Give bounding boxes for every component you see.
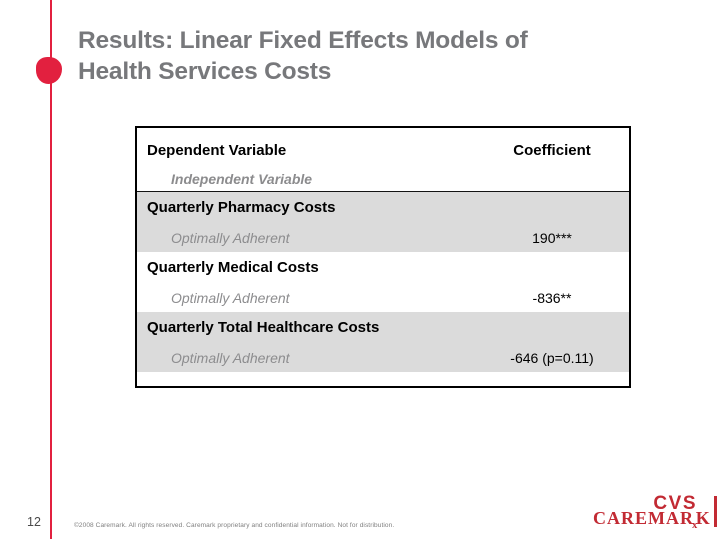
logo-cvs-text: CVS — [653, 493, 697, 514]
table-row-group-total-healthcare: Quarterly Total Healthcare Costs Optimal… — [137, 312, 629, 372]
header-coefficient: Coefficient — [513, 141, 591, 159]
logo-caremark-text: CAREMARxK — [593, 508, 711, 531]
independent-variable-label: Optimally Adherent — [171, 229, 290, 246]
table-header: Dependent Variable Coefficient Independe… — [137, 128, 629, 192]
table-subheader-row: Independent Variable — [137, 166, 629, 192]
independent-variable-label: Optimally Adherent — [171, 349, 290, 366]
coefficient-value: -836** — [532, 289, 572, 306]
header-independent-variable: Independent Variable — [171, 171, 313, 187]
logo-divider-bar — [714, 496, 717, 527]
dependent-variable-label: Quarterly Total Healthcare Costs — [147, 319, 380, 336]
independent-variable-label: Optimally Adherent — [171, 289, 290, 306]
independent-variable-row: Optimally Adherent -646 (p=0.11) — [137, 343, 629, 372]
results-table: Dependent Variable Coefficient Independe… — [135, 126, 631, 388]
footer-copyright-text: ©2008 Caremark. All rights reserved. Car… — [74, 522, 395, 529]
coefficient-value: -646 (p=0.11) — [510, 349, 594, 366]
table-row-group-medical: Quarterly Medical Costs Optimally Adhere… — [137, 252, 629, 312]
cvs-caremark-logo: CVS CAREMARxK — [590, 493, 718, 531]
dependent-variable-label: Quarterly Pharmacy Costs — [147, 199, 336, 216]
dependent-variable-row: Quarterly Pharmacy Costs — [137, 192, 629, 223]
dependent-variable-row: Quarterly Total Healthcare Costs — [137, 312, 629, 343]
coefficient-value: 190*** — [532, 229, 572, 246]
independent-variable-row: Optimally Adherent -836** — [137, 283, 629, 312]
logo-caremark-pre: CAREMAR — [593, 508, 694, 528]
accent-bullet-shape — [36, 57, 62, 84]
header-dependent-variable: Dependent Variable — [147, 141, 287, 159]
accent-vertical-line — [50, 0, 52, 539]
table-row-group-pharmacy: Quarterly Pharmacy Costs Optimally Adher… — [137, 192, 629, 252]
dependent-variable-label: Quarterly Medical Costs — [147, 259, 319, 276]
logo-rx-glyph: x — [692, 520, 698, 531]
slide-title: Results: Linear Fixed Effects Models of … — [78, 27, 528, 85]
table-header-row: Dependent Variable Coefficient — [137, 134, 629, 166]
logo-caremark-post: K — [695, 508, 711, 528]
page-number: 12 — [27, 515, 41, 529]
independent-variable-row: Optimally Adherent 190*** — [137, 223, 629, 252]
dependent-variable-row: Quarterly Medical Costs — [137, 252, 629, 283]
